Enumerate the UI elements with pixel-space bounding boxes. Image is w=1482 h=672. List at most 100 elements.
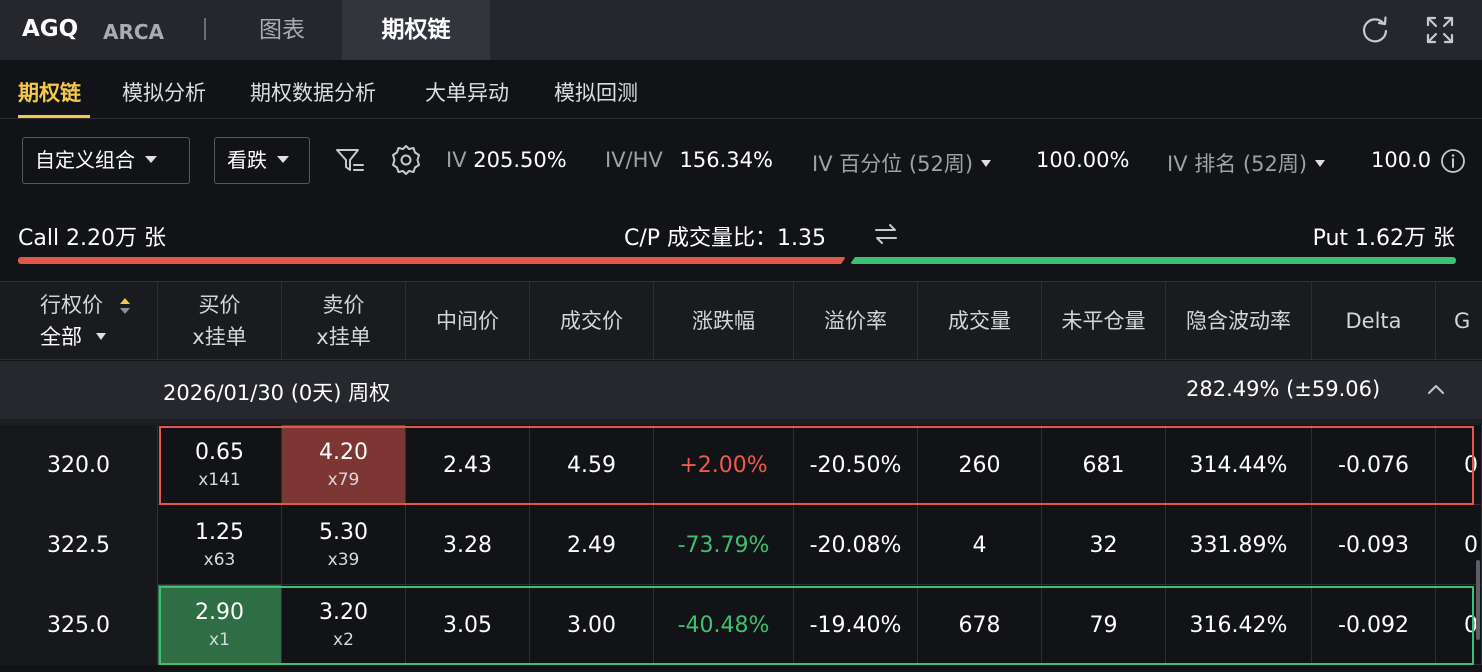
iv-percentile-dropdown[interactable]: IV 百分位 (52周): [812, 148, 992, 178]
filter-icon[interactable]: [333, 143, 367, 177]
ask-cell[interactable]: 5.30 x39: [282, 505, 406, 585]
change-header[interactable]: 涨跌幅: [654, 282, 794, 360]
chevron-up-icon[interactable]: [1426, 382, 1446, 396]
subtab-unusual-activity[interactable]: 大单异动: [425, 81, 509, 105]
top-bar: AGQ ARCA 图表 期权链: [0, 0, 1482, 60]
table-row[interactable]: 320.0 0.65 x141 4.20 x79 2.43 4.59 +2.00…: [0, 425, 1482, 505]
active-tab-indicator: [18, 115, 90, 118]
subtab-simulation[interactable]: 模拟分析: [122, 81, 206, 105]
mid-cell: 2.43: [406, 425, 530, 505]
last-cell: 3.00: [530, 585, 654, 665]
sort-icon[interactable]: [118, 295, 132, 317]
last-header[interactable]: 成交价: [530, 282, 654, 360]
delta-cell: -0.092: [1312, 585, 1436, 665]
subtab-option-chain[interactable]: 期权链: [18, 81, 81, 105]
strike-header[interactable]: 行权价 全部: [0, 282, 158, 360]
expiry-date: 2026/01/30 (0天) 周权: [163, 381, 391, 405]
strategy-value: 自定义组合: [35, 148, 135, 172]
ask-price: 4.20: [319, 440, 368, 465]
iv-cell: 314.44%: [1166, 425, 1312, 505]
strike-cell: 320.0: [0, 425, 158, 505]
bid-price: 2.90: [195, 600, 244, 625]
volume-cell: 4: [918, 505, 1042, 585]
chevron-down-icon: [981, 159, 992, 167]
open-interest-cell: 681: [1042, 425, 1166, 505]
bid-size: x1: [209, 630, 230, 650]
mid-cell: 3.05: [406, 585, 530, 665]
premium-header[interactable]: 溢价率: [794, 282, 918, 360]
volume-cell: 260: [918, 425, 1042, 505]
strike-filter-label[interactable]: 全部: [40, 325, 82, 349]
subtab-option-data[interactable]: 期权数据分析: [250, 81, 376, 105]
bid-price: 1.25: [195, 520, 244, 545]
fullscreen-icon[interactable]: [1424, 14, 1456, 46]
chevron-down-icon: [96, 332, 106, 340]
strike-header-label: 行权价: [40, 293, 103, 317]
put-volume: Put 1.62万 张: [1312, 226, 1455, 251]
overflow-fade: [1428, 138, 1482, 184]
subtab-backtest[interactable]: 模拟回测: [554, 81, 638, 105]
refresh-icon[interactable]: [1359, 14, 1391, 46]
premium-cell: -20.08%: [794, 505, 918, 585]
premium-cell: -20.50%: [794, 425, 918, 505]
bid-header[interactable]: 买价 x挂单: [158, 282, 282, 360]
open-interest-header[interactable]: 未平仓量: [1042, 282, 1166, 360]
volume-cell: 678: [918, 585, 1042, 665]
chevron-down-icon: [277, 156, 289, 163]
change-cell: -40.48%: [654, 585, 794, 665]
iv-percentile-label: IV 百分位 (52周): [812, 152, 974, 176]
sub-tabs: 期权链 模拟分析 期权数据分析 大单异动 模拟回测: [0, 60, 1482, 120]
bid-cell[interactable]: 1.25 x63: [158, 505, 282, 585]
chevron-down-icon: [1315, 159, 1326, 167]
delta-header[interactable]: Delta: [1312, 282, 1436, 360]
iv-header[interactable]: 隐含波动率: [1166, 282, 1312, 360]
change-cell: -73.79%: [654, 505, 794, 585]
tab-chart[interactable]: 图表: [259, 17, 305, 43]
ask-cell[interactable]: 3.20 x2: [282, 585, 406, 665]
delta-cell: -0.093: [1312, 505, 1436, 585]
ask-cell[interactable]: 4.20 x79: [282, 425, 406, 505]
iv-rank-dropdown[interactable]: IV 排名 (52周): [1167, 148, 1326, 178]
last-cell: 4.59: [530, 425, 654, 505]
table-row[interactable]: 325.0 2.90 x1 3.20 x2 3.05 3.00 -40.48% …: [0, 585, 1482, 665]
cp-ratio: C/P 成交量比：1.35: [624, 226, 827, 251]
open-interest-cell: 32: [1042, 505, 1166, 585]
scrollbar-thumb[interactable]: [1476, 560, 1480, 640]
tab-option-chain[interactable]: 期权链: [342, 0, 490, 60]
volume-header[interactable]: 成交量: [918, 282, 1042, 360]
ask-header-label: 卖价: [322, 293, 365, 317]
call-volume: Call 2.20万 张: [18, 226, 167, 251]
mid-header[interactable]: 中间价: [406, 282, 530, 360]
direction-dropdown[interactable]: 看跌: [214, 137, 310, 184]
divider: [0, 419, 1482, 425]
iv-cell: 331.89%: [1166, 505, 1312, 585]
ask-size-header-label: x挂单: [316, 325, 371, 349]
ticker-symbol: AGQ: [22, 16, 79, 42]
bid-cell[interactable]: 2.90 x1: [158, 585, 282, 665]
chevron-down-icon: [145, 156, 157, 163]
bid-size-header-label: x挂单: [192, 325, 247, 349]
bid-cell[interactable]: 0.65 x141: [158, 425, 282, 505]
info-icon[interactable]: [1440, 148, 1466, 174]
strategy-dropdown[interactable]: 自定义组合: [22, 137, 190, 184]
expiry-group-row[interactable]: 2026/01/30 (0天) 周权 282.49% (±59.06): [0, 361, 1482, 419]
swap-icon[interactable]: [873, 222, 899, 246]
iv-cell: 316.42%: [1166, 585, 1312, 665]
ivhv-stat: IV/HV 156.34%: [605, 148, 773, 172]
iv-rank-label: IV 排名 (52周): [1167, 152, 1308, 176]
iv-label: IV: [446, 148, 467, 172]
iv-stat: IV 205.50%: [446, 148, 567, 172]
open-interest-cell: 79: [1042, 585, 1166, 665]
ivhv-value: 156.34%: [679, 148, 773, 172]
bid-size: x141: [198, 470, 241, 490]
ask-size: x2: [333, 630, 354, 650]
table-row[interactable]: 322.5 1.25 x63 5.30 x39 3.28 2.49 -73.79…: [0, 505, 1482, 585]
gamma-cell: 0: [1436, 425, 1482, 505]
settings-icon[interactable]: [389, 143, 423, 177]
ivhv-label: IV/HV: [605, 148, 663, 172]
divider: [0, 118, 1482, 119]
exchange-label: ARCA: [103, 20, 165, 44]
ask-header[interactable]: 卖价 x挂单: [282, 282, 406, 360]
gamma-header[interactable]: G: [1436, 282, 1482, 360]
strike-cell: 325.0: [0, 585, 158, 665]
